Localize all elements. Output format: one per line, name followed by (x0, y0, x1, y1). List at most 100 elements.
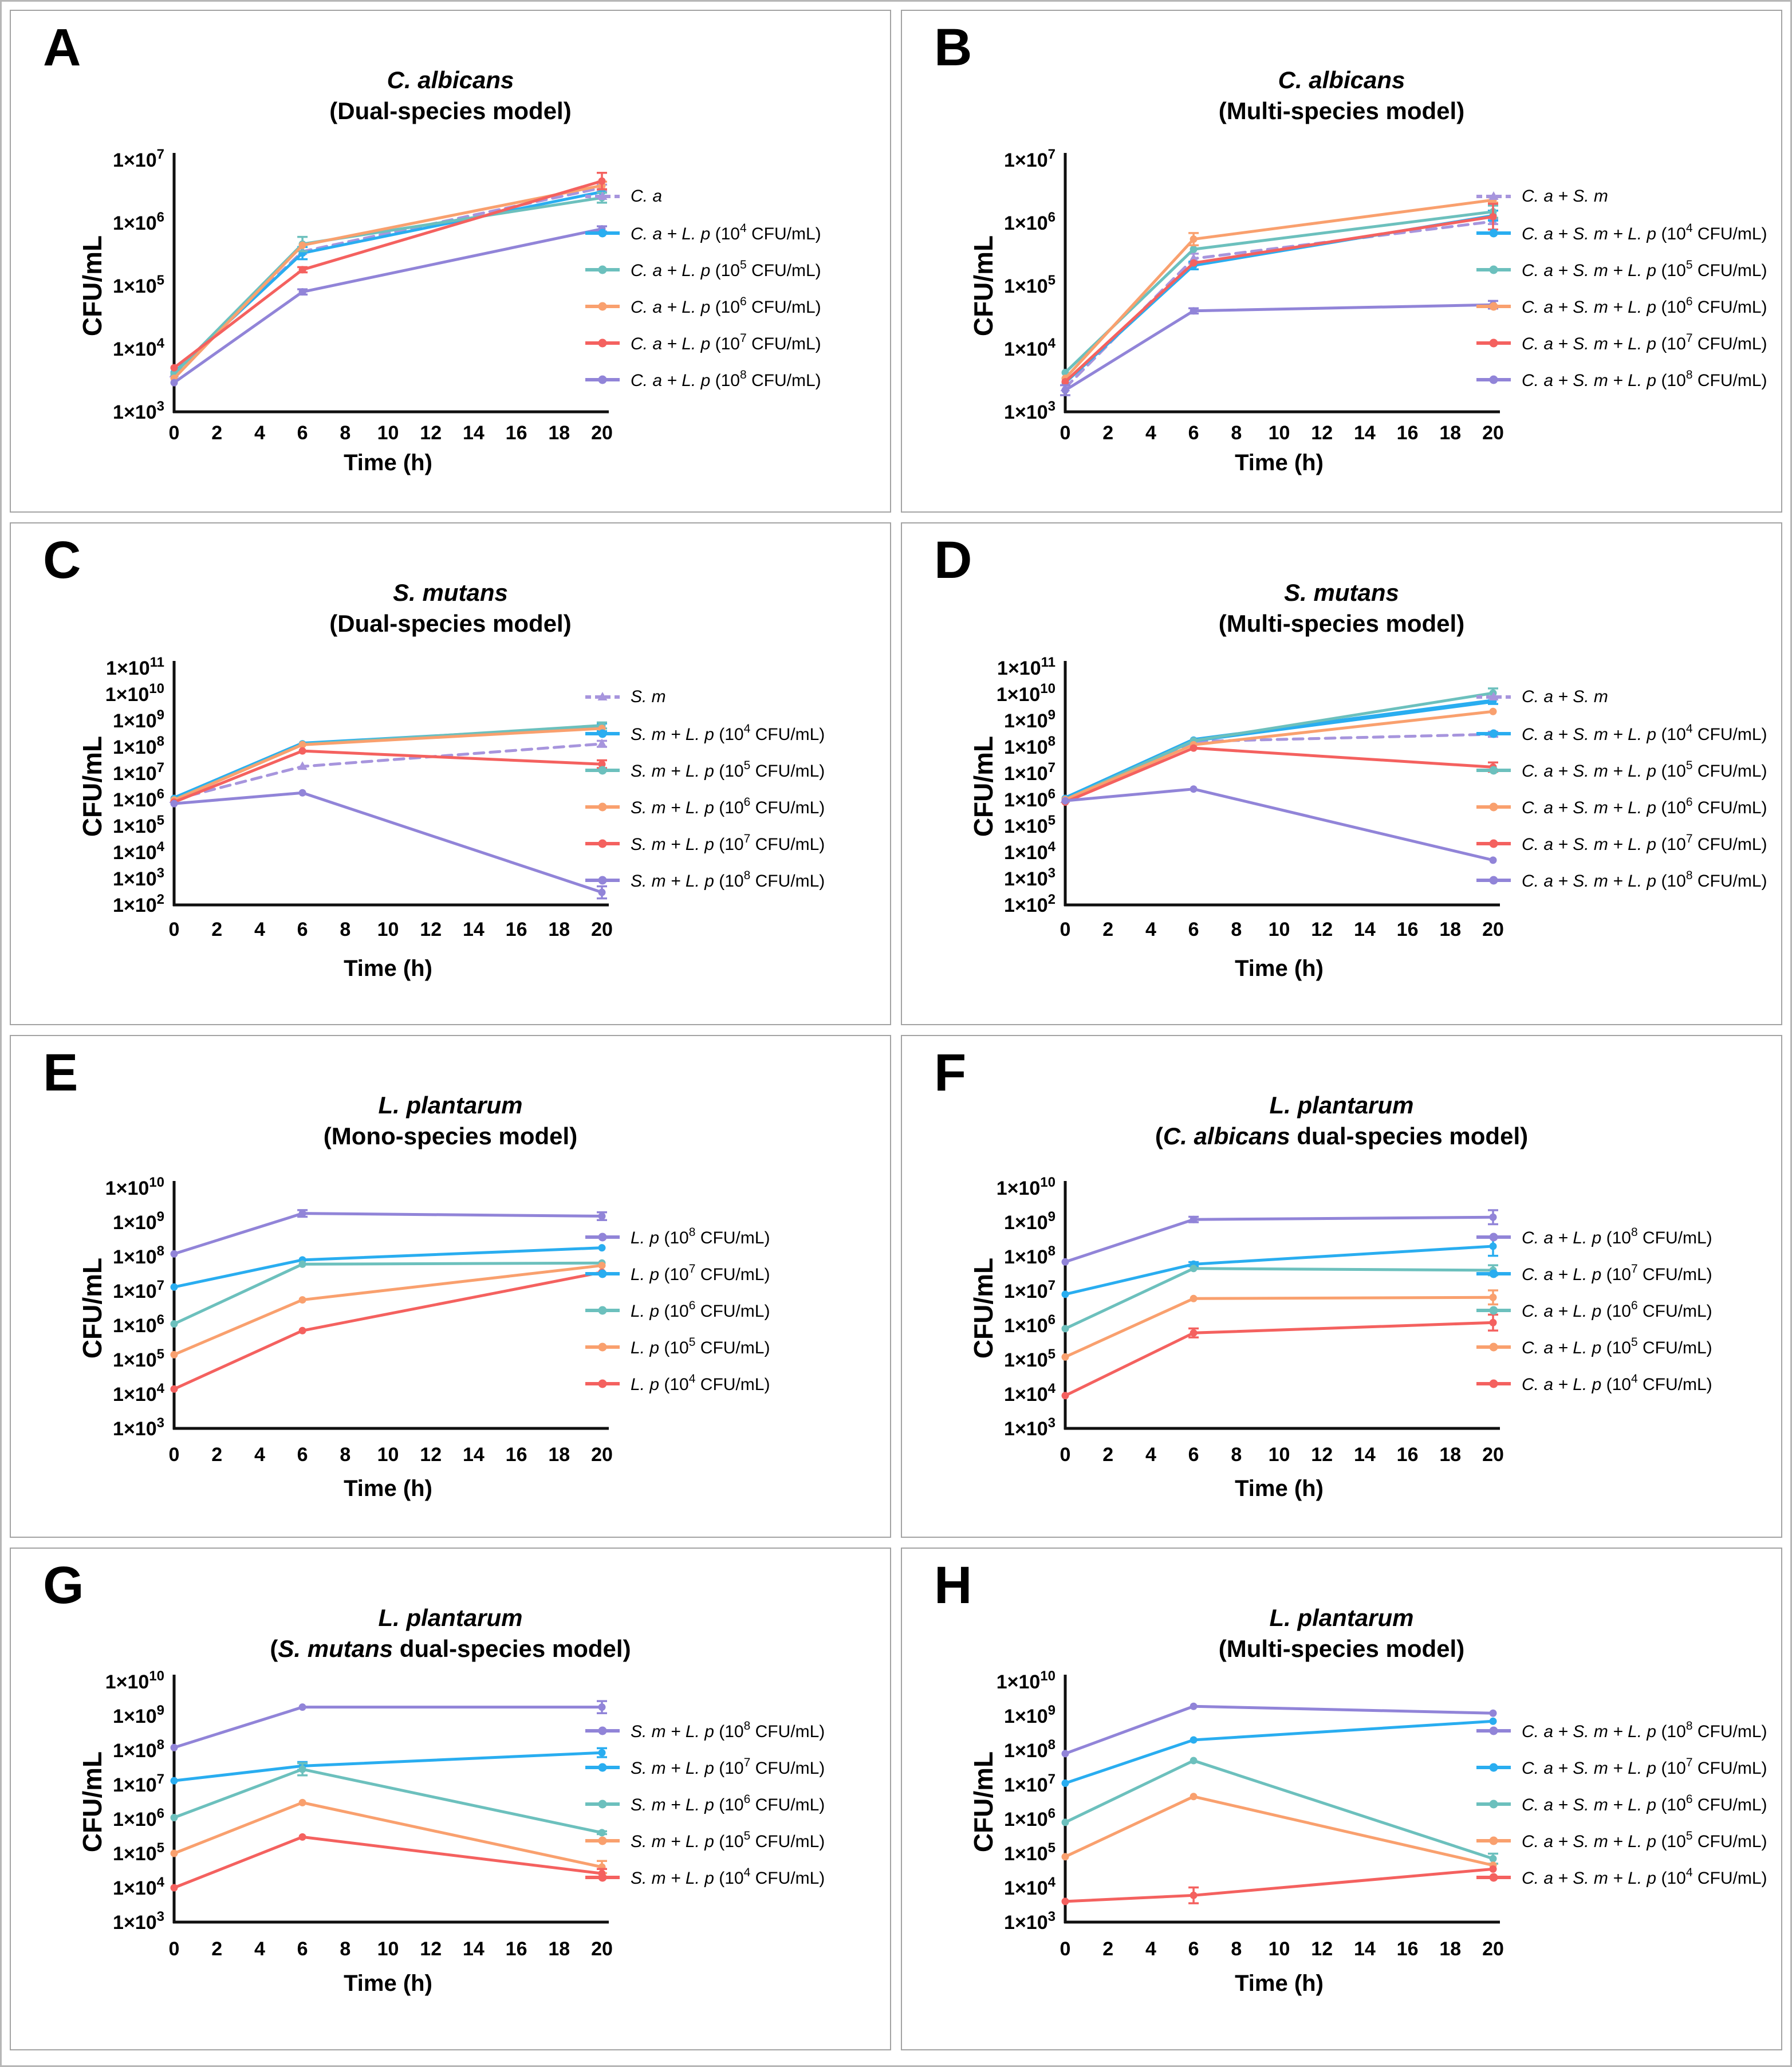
legend-label-species: C. a + S. m (1522, 187, 1608, 206)
x-tick-label: 12 (1311, 1938, 1333, 1960)
y-tick-exponent: 5 (157, 1346, 164, 1362)
x-tick-label: 2 (1102, 919, 1113, 940)
legend-marker (585, 1379, 620, 1388)
y-tick-exponent: 8 (1048, 1737, 1055, 1753)
legend-label-conc-open: (10 (714, 834, 744, 854)
legend-label: S. m + L. p (107 CFU/mL) (631, 1756, 825, 1778)
y-tick-label: 1×106 (113, 1312, 164, 1337)
panel-letter: F (934, 1044, 967, 1102)
y-tick-prefix: 1×10 (113, 1349, 157, 1371)
legend-label-conc-open: (10 (1656, 761, 1686, 781)
panel-letter: E (43, 1044, 78, 1102)
x-tick-label: 20 (1482, 919, 1504, 940)
y-tick-prefix: 1×10 (105, 1178, 149, 1199)
series-line-1e8 (1064, 788, 1495, 862)
legend-marker (1476, 1800, 1511, 1809)
data-point (1061, 1325, 1069, 1333)
panel-title-model-pre: (Multi-species model) (1218, 97, 1465, 124)
panel-title: L. plantarum (C. albicans dual-species mo… (902, 1090, 1781, 1152)
y-tick-exponent: 8 (1048, 734, 1055, 749)
legend-label-conc-exp: 6 (743, 795, 751, 809)
data-point (598, 1212, 606, 1220)
data-point (598, 760, 606, 768)
y-tick-label: 1×103 (1004, 1909, 1055, 1934)
data-point (298, 266, 306, 274)
data-point (298, 1296, 306, 1304)
y-tick-exponent: 10 (149, 1175, 164, 1190)
x-tick-label: 14 (1354, 1444, 1376, 1466)
x-tick-label: 4 (1145, 422, 1156, 444)
legend-label-conc-close: CFU/mL) (695, 1265, 770, 1284)
legend-label-species: S. m (631, 687, 666, 706)
legend-label-conc-exp: 7 (1630, 1262, 1638, 1275)
x-tick-label: 14 (463, 1938, 485, 1960)
series-line-1e4 (1064, 1867, 1495, 1903)
y-tick-label: 1×103 (113, 865, 164, 890)
legend-label-conc-exp: 8 (1685, 868, 1693, 882)
y-tick-exponent: 6 (157, 1312, 164, 1328)
legend-marker (585, 1269, 620, 1278)
x-axis-title: Time (h) (1235, 1476, 1324, 1501)
y-tick-label: 1×1010 (105, 1175, 164, 1199)
legend-label-species: S. m + L. p (631, 1868, 714, 1888)
legend-label-conc-open: (10 (659, 1265, 689, 1284)
y-tick-prefix: 1×10 (106, 657, 150, 679)
legend-label-conc-open: (10 (1656, 261, 1686, 280)
y-tick-prefix: 1×10 (113, 149, 157, 171)
legend-label-conc-exp: 6 (739, 294, 747, 308)
legend-marker (585, 338, 620, 348)
figure-grid: A C. albicans (Dual-species model) 1×103 1×1… (10, 10, 1782, 2050)
y-tick-label: 1×105 (113, 813, 164, 837)
legend-label-conc-exp: 8 (743, 1719, 751, 1733)
legend-label-conc-close: CFU/mL) (750, 1832, 825, 1851)
y-tick-prefix: 1×10 (1004, 763, 1048, 785)
x-tick-label: 16 (1397, 1444, 1419, 1466)
y-tick-label: 1×105 (113, 1840, 164, 1865)
legend-label-species: C. a + L. p (631, 224, 711, 243)
series-line-1e5 (172, 1264, 604, 1356)
legend-marker (1476, 802, 1511, 812)
legend-item: C. a + L. p (105 CFU/mL) (585, 251, 888, 288)
legend-marker-triangle (1488, 191, 1499, 200)
legend-label: C. a + S. m + L. p (105 CFU/mL) (1522, 1829, 1767, 1852)
y-tick-exponent: 3 (1048, 399, 1055, 414)
legend-label-species: C. a + L. p (1522, 1375, 1602, 1394)
panel-title: C. albicans (Dual-species model) (11, 65, 890, 127)
y-tick-label: 1×107 (113, 760, 164, 785)
x-tick-label: 14 (1354, 1938, 1376, 1960)
legend-marker (1476, 229, 1511, 238)
legend-label-conc-exp: 5 (743, 758, 751, 772)
y-tick-prefix: 1×10 (1004, 1212, 1048, 1234)
legend-label-conc-open: (10 (710, 334, 740, 353)
y-tick-exponent: 6 (157, 210, 164, 225)
panel-h: H L. plantarum (Multi-species model) 1×103 1… (901, 1548, 1782, 2050)
legend-label-conc-close: CFU/mL) (1692, 261, 1767, 280)
y-tick-label: 1×105 (1004, 1346, 1055, 1371)
panel-title-model-pre: (Multi-species model) (1218, 1635, 1465, 1662)
legend-label-conc-open: (10 (1601, 1375, 1631, 1394)
data-point-triangle (1188, 253, 1199, 262)
legend-label-conc-open: (10 (1656, 798, 1686, 817)
y-tick-prefix: 1×10 (113, 401, 157, 423)
y-tick-exponent: 5 (1048, 1840, 1055, 1856)
legend-label-conc-close: CFU/mL) (695, 1375, 770, 1394)
legend-marker (1476, 729, 1511, 738)
panel-title-species: S. mutans (1284, 579, 1399, 606)
y-tick-exponent: 9 (157, 1209, 164, 1225)
y-tick-label: 1×1011 (106, 655, 164, 679)
legend-item: C. a + S. m + L. p (106 CFU/mL) (1476, 789, 1779, 825)
legend-label-conc-open: (10 (714, 1868, 744, 1888)
y-tick-exponent: 6 (157, 786, 164, 802)
chart-c: 1×1021×1031×1041×1051×1061×1071×1081×109… (77, 655, 613, 981)
legend-item: C. a + S. m + L. p (106 CFU/mL) (1476, 1786, 1779, 1822)
legend-label-conc-exp: 4 (688, 1372, 696, 1385)
data-point (598, 1829, 606, 1837)
panel-title-model-italic: C. albicans (1163, 1123, 1290, 1149)
legend-label-conc-close: CFU/mL) (1692, 871, 1767, 891)
legend-label-species: S. m + L. p (631, 1832, 714, 1851)
series-line-1e8 (172, 791, 604, 894)
legend-label-conc-open: (10 (714, 1758, 744, 1778)
x-tick-label: 6 (1188, 919, 1199, 940)
y-tick-exponent: 6 (157, 1806, 164, 1821)
y-tick-label: 1×108 (1004, 734, 1055, 758)
